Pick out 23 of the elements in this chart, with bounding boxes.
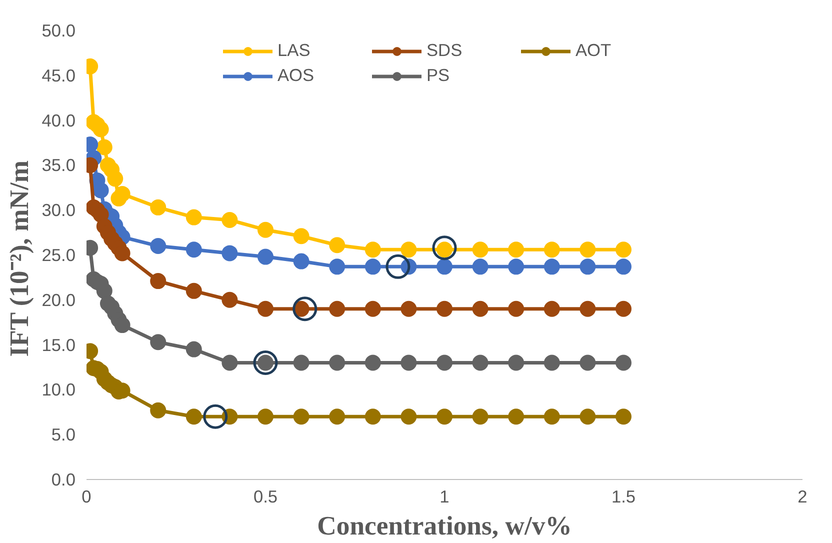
y-tick-label: 15.0 xyxy=(42,334,76,355)
x-tick-label: 0.5 xyxy=(253,486,278,506)
y-tick-label: 5.0 xyxy=(51,424,76,445)
legend-label: AOT xyxy=(576,40,612,61)
y-tick-label: 50.0 xyxy=(42,20,76,40)
y-tick-label: 45.0 xyxy=(42,65,76,86)
y-tick-label: 20.0 xyxy=(42,290,76,310)
y-axis-title: IFT (10⁻²), mN/m xyxy=(4,160,34,357)
y-tick-label: 10.0 xyxy=(42,380,76,400)
legend-label: SDS xyxy=(426,40,464,61)
x-tick-label: 0 xyxy=(82,486,92,506)
legend-label: LAS xyxy=(278,40,312,61)
x-tick-label: 1.5 xyxy=(611,486,636,506)
x-tick-label: 2 xyxy=(798,486,808,506)
y-tick-label: 25.0 xyxy=(42,245,76,265)
y-tick-label: 0.0 xyxy=(51,470,76,490)
y-tick-label: 35.0 xyxy=(42,155,76,176)
x-axis-title: Concentrations, w/v% xyxy=(317,510,572,540)
x-tick-label: 1 xyxy=(440,486,450,506)
legend-label: AOS xyxy=(278,65,316,86)
y-tick-label: 40.0 xyxy=(42,110,76,130)
y-tick-label: 30.0 xyxy=(42,200,76,220)
legend-label: PS xyxy=(426,65,451,86)
